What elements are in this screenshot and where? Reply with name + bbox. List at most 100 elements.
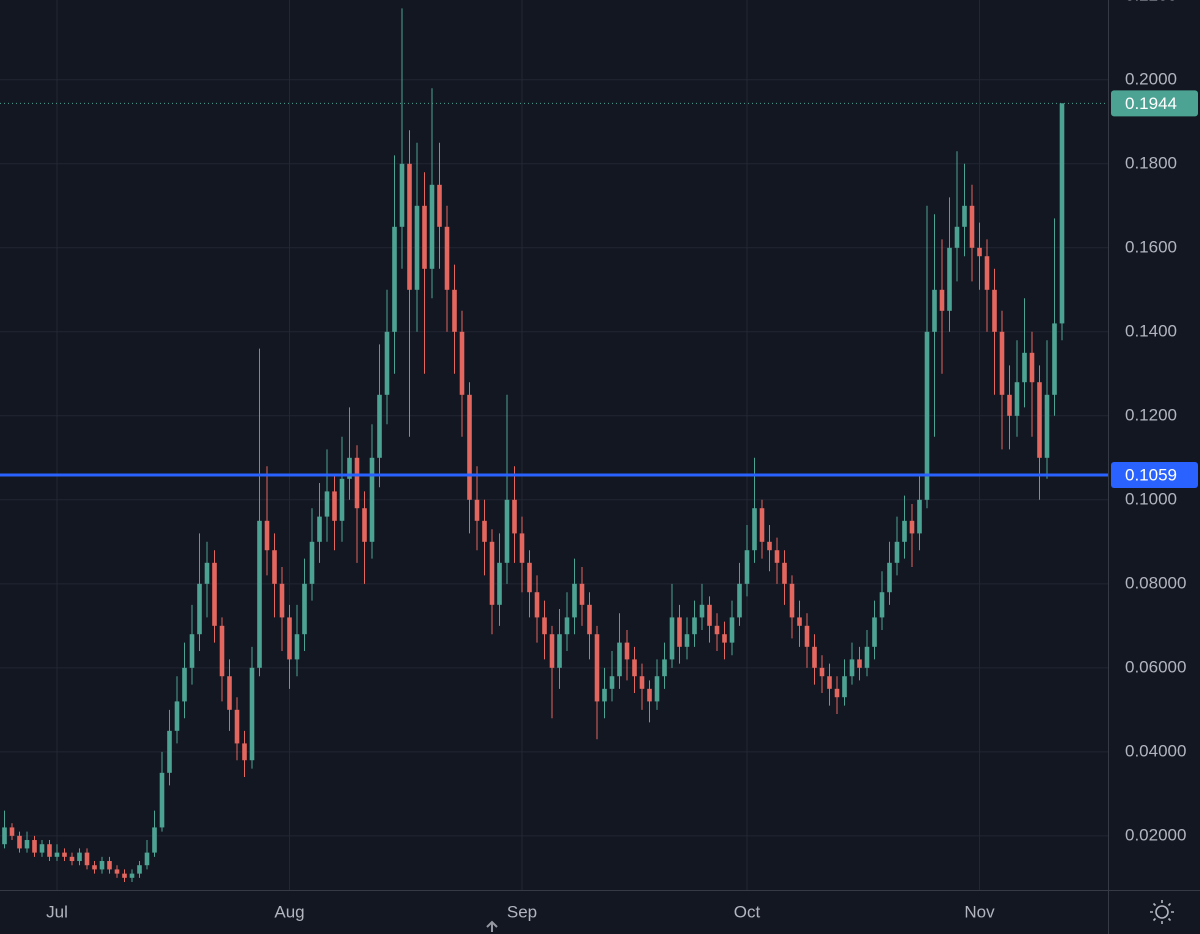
- candle-body: [272, 550, 277, 584]
- candle-body: [32, 840, 37, 853]
- candle-body: [932, 289, 937, 332]
- candle-body: [857, 659, 862, 668]
- candle-body: [287, 617, 292, 660]
- candle-body: [137, 865, 142, 874]
- candle-body: [939, 289, 945, 311]
- candle-body: [92, 865, 97, 870]
- candle-body: [924, 331, 930, 500]
- candle-body: [437, 184, 442, 227]
- candle-body: [692, 617, 697, 635]
- candle-body: [129, 873, 135, 878]
- candle-body: [497, 562, 502, 605]
- candle-body: [729, 617, 735, 643]
- candle-body: [977, 247, 982, 257]
- candle-body: [542, 617, 547, 635]
- candle-body: [812, 646, 817, 668]
- x-tick-label: Nov: [964, 902, 995, 921]
- candle-body: [9, 827, 15, 836]
- candle-body: [77, 852, 82, 862]
- candle-body: [722, 634, 727, 643]
- candle-body: [467, 394, 472, 500]
- candle-body: [767, 541, 772, 551]
- candle-body: [842, 676, 847, 698]
- horizontal-line-label: 0.1059: [1125, 466, 1177, 485]
- candle-body: [947, 247, 952, 311]
- y-tick-label: 0.06000: [1125, 657, 1186, 676]
- candle-body: [324, 491, 330, 517]
- candle-body: [624, 642, 630, 660]
- candle-body: [534, 592, 540, 618]
- candle-body: [759, 508, 765, 542]
- candle-body: [84, 852, 90, 866]
- candle-body: [804, 625, 810, 647]
- plot-area: [0, 8, 1108, 883]
- candle-body: [669, 617, 675, 660]
- candle-body: [797, 617, 802, 626]
- y-tick-label: 0.1800: [1125, 153, 1177, 172]
- candle-body: [894, 541, 900, 563]
- settings-icon[interactable]: [1150, 900, 1174, 924]
- candle-body: [684, 634, 690, 647]
- candle-body: [347, 457, 352, 479]
- candle-body: [954, 226, 960, 248]
- candle-body: [452, 289, 457, 332]
- x-tick-label: Oct: [734, 902, 761, 921]
- candle-body: [572, 583, 577, 618]
- candle-body: [422, 205, 427, 269]
- y-tick-label: 0.1000: [1125, 489, 1177, 508]
- candle-body: [999, 331, 1005, 395]
- candle-body: [392, 226, 397, 332]
- candle-body: [639, 676, 645, 689]
- scroll-arrow[interactable]: [486, 920, 498, 932]
- candle-body: [789, 583, 795, 618]
- x-tick-label: Sep: [507, 902, 537, 921]
- candle-body: [917, 499, 922, 534]
- candle-body: [339, 478, 345, 521]
- candle-body: [714, 625, 720, 635]
- y-tick-label: 0.02000: [1125, 825, 1186, 844]
- candle-body: [512, 499, 517, 534]
- candle-body: [654, 676, 660, 702]
- candle-body: [47, 844, 52, 857]
- y-tick-label: 0.08000: [1125, 573, 1186, 592]
- candle-body: [1022, 352, 1027, 383]
- y-tick-label: 0.1600: [1125, 237, 1177, 256]
- candle-body: [519, 533, 525, 563]
- candle-body: [579, 583, 585, 605]
- y-tick-label: 0.1400: [1125, 321, 1177, 340]
- x-tick-label: Aug: [274, 902, 304, 921]
- candle-body: [174, 701, 180, 731]
- candle-body: [962, 205, 967, 227]
- candle-body: [827, 676, 832, 689]
- candle-body: [39, 844, 45, 853]
- candle-body: [279, 583, 285, 618]
- candle-body: [872, 617, 877, 647]
- candle-body: [744, 550, 750, 584]
- candle-body: [459, 331, 465, 395]
- candle-body: [632, 659, 637, 677]
- y-tick-label: 0.2200: [1125, 0, 1177, 4]
- candle-body: [864, 646, 870, 668]
- candle-body: [1059, 103, 1065, 324]
- candle-body: [257, 520, 262, 668]
- candle-body: [249, 667, 255, 761]
- candle-body: [969, 205, 975, 248]
- candle-body: [317, 516, 322, 542]
- y-tick-label: 0.04000: [1125, 741, 1186, 760]
- candle-body: [197, 583, 202, 635]
- candle-body: [17, 835, 22, 849]
- candle-body: [594, 634, 600, 702]
- candle-body: [699, 604, 705, 618]
- candle-body: [902, 520, 907, 542]
- candle-body: [212, 562, 217, 626]
- candle-body: [234, 709, 240, 744]
- candle-body: [662, 659, 667, 677]
- candle-body: [122, 873, 127, 878]
- candle-body: [1037, 382, 1042, 458]
- grid: [0, 0, 1108, 890]
- candle-body: [114, 869, 120, 874]
- candle-body: [752, 508, 757, 551]
- candle-body: [2, 827, 7, 845]
- candle-body: [617, 642, 622, 677]
